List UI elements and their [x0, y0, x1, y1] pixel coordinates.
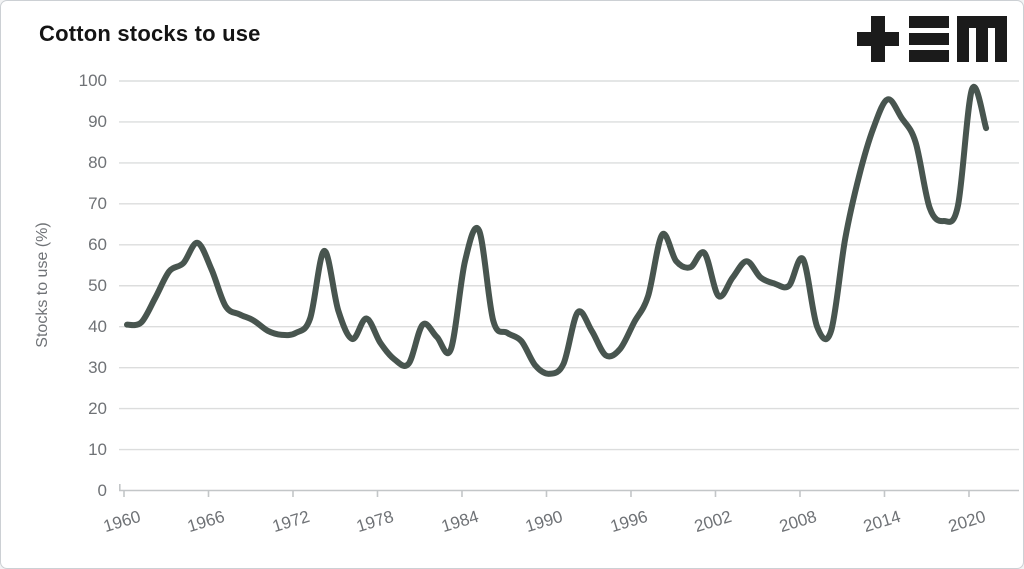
y-axis-label: 30: [88, 357, 107, 377]
y-axis-label: 50: [88, 275, 107, 295]
y-axis-label: 20: [88, 398, 107, 418]
stocks-to-use-line: [124, 83, 990, 377]
y-axis-label: 0: [97, 480, 107, 500]
y-axis-label: 60: [88, 234, 107, 254]
y-axis-label: 90: [88, 111, 107, 131]
plus-three-bars-m-logo-icon: [857, 16, 1007, 62]
y-axis-label: 10: [88, 439, 107, 459]
y-axis-label: 80: [88, 152, 107, 172]
chart-title: Cotton stocks to use: [39, 21, 261, 46]
brand-logo: [857, 15, 1007, 63]
y-axis-label: 40: [88, 316, 107, 336]
y-axis-label: 100: [78, 71, 107, 90]
y-axis-label: 70: [88, 193, 107, 213]
